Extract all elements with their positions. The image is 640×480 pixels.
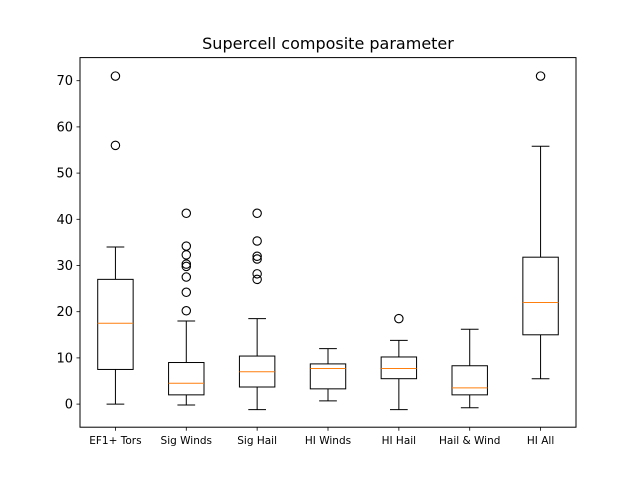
outlier-point bbox=[181, 272, 192, 282]
box-ef1-tors bbox=[97, 71, 134, 405]
box-hi-all bbox=[522, 71, 559, 380]
outlier-point bbox=[110, 140, 121, 151]
y-tick-label: 30 bbox=[56, 259, 73, 274]
y-axis: 0 10 20 30 40 50 60 70 bbox=[56, 74, 80, 413]
iqr-box bbox=[97, 278, 134, 370]
outlier-point bbox=[181, 306, 192, 316]
iqr-box bbox=[380, 356, 418, 380]
x-axis: EF1+ Tors Sig Winds Sig Hail HI Winds HI Hai… bbox=[89, 427, 554, 447]
y-tick-label: 60 bbox=[56, 120, 73, 135]
outlier-point bbox=[252, 208, 262, 219]
chart-title: Supercell composite parameter bbox=[202, 34, 454, 53]
outlier-point bbox=[181, 261, 192, 272]
box-hail-wind bbox=[451, 328, 488, 409]
outlier-point bbox=[394, 313, 404, 324]
outlier-point bbox=[535, 71, 546, 81]
iqr-box bbox=[168, 362, 205, 396]
box-hi-hail bbox=[380, 313, 418, 411]
outlier-point bbox=[181, 241, 192, 251]
outlier-point bbox=[110, 71, 121, 81]
outlier-point bbox=[181, 259, 192, 269]
y-tick-label: 10 bbox=[56, 351, 73, 366]
x-tick-label: Sig Hail bbox=[237, 435, 277, 447]
box-hi-winds bbox=[309, 348, 347, 402]
outlier-point bbox=[252, 274, 262, 285]
x-tick-label: HI Winds bbox=[305, 435, 351, 447]
outlier-point bbox=[181, 208, 192, 219]
y-tick-label: 20 bbox=[56, 305, 73, 320]
iqr-box bbox=[522, 256, 559, 336]
box-sig-hail bbox=[238, 208, 276, 411]
x-tick-label: HI All bbox=[527, 435, 554, 447]
y-tick-label: 40 bbox=[56, 213, 73, 228]
plot-area-frame bbox=[79, 57, 577, 428]
box-sig-winds bbox=[168, 208, 205, 406]
y-tick-label: 70 bbox=[56, 74, 73, 89]
outlier-point bbox=[181, 250, 192, 260]
y-tick-label: 0 bbox=[65, 398, 73, 413]
y-tick-label: 50 bbox=[56, 167, 73, 182]
outlier-point bbox=[252, 269, 262, 279]
outlier-point bbox=[252, 254, 262, 264]
x-tick-label: Sig Winds bbox=[161, 435, 212, 447]
iqr-box bbox=[451, 365, 488, 396]
boxes-group bbox=[97, 71, 559, 411]
outlier-point bbox=[181, 287, 192, 298]
x-tick-label: EF1+ Tors bbox=[89, 435, 141, 447]
x-tick-label: Hail & Wind bbox=[439, 435, 500, 447]
outlier-point bbox=[252, 236, 262, 246]
x-tick-label: HI Hail bbox=[382, 435, 417, 447]
outlier-point bbox=[252, 251, 262, 262]
iqr-box bbox=[309, 363, 347, 390]
